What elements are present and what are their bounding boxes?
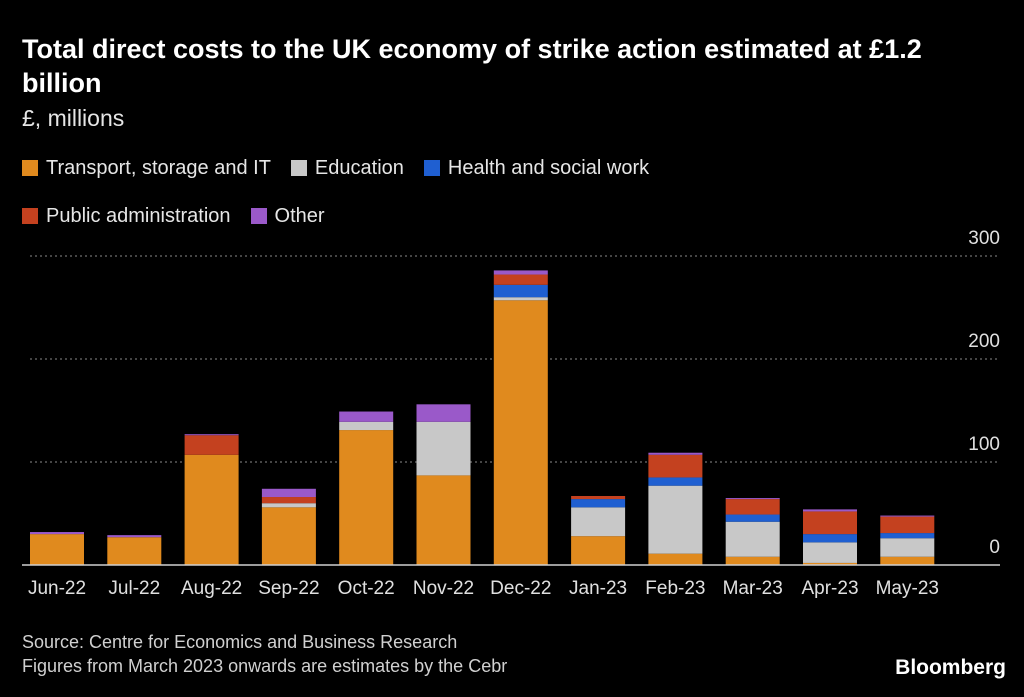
legend-item-education: Education [290,156,404,180]
y-tick-label-200: 200 [968,331,1000,352]
bar-segment-may-23-health-and-social-work [880,533,935,539]
bar-segment-apr-23-other [803,509,857,512]
legend-item-health: Health and social work [423,156,650,180]
legend-item-other: Other [250,204,325,228]
bar-segment-may-23-other [880,515,935,517]
chart-footer: Source: Centre for Economics and Busines… [22,630,507,678]
bar-segment-oct-22-education [339,421,394,431]
bar-segment-jan-23-education [571,507,626,537]
x-tick-label-jan-23: Jan-23 [569,578,627,599]
legend-swatch-health [423,160,440,176]
bar-segment-apr-23-education [803,542,857,563]
x-tick-label-jul-22: Jul-22 [108,578,160,599]
x-tick-label-jun-22: Jun-22 [28,578,86,599]
y-tick-label-300: 300 [968,228,1000,249]
bar-segment-may-23-transport-storage-and-it [880,556,935,565]
bar-segment-jan-23-transport-storage-and-it [571,536,626,565]
bar-segment-nov-22-other [416,404,471,422]
legend-label-public-admin: Public administration [46,204,231,227]
x-tick-label-dec-22: Dec-22 [490,578,551,599]
bar-segment-dec-22-transport-storage-and-it [493,300,548,565]
bar-segment-dec-22-education [493,297,548,301]
x-tick-label-aug-22: Aug-22 [181,578,242,599]
bar-segment-jun-22-transport-storage-and-it [30,534,84,565]
bar-segment-dec-22-public-administration [493,274,548,285]
legend-swatch-education [290,160,307,176]
x-tick-label-sep-22: Sep-22 [258,578,319,599]
bar-segment-aug-22-public-administration [184,435,239,455]
legend-label-health: Health and social work [447,156,650,179]
bar-segment-nov-22-education [416,421,471,476]
legend-swatch-public-admin [22,208,38,224]
chart-subtitle: £, millions [22,105,125,131]
legend-label-transport: Transport, storage and IT [46,156,271,179]
legend-swatch-transport [22,160,38,176]
x-tick-label-feb-23: Feb-23 [645,578,705,599]
bar-segment-jan-23-public-administration [571,495,626,500]
legend-label-education: Education [314,156,404,179]
bar-segment-apr-23-transport-storage-and-it [803,562,857,565]
bar-segment-apr-23-public-administration [803,511,857,535]
bar-segment-may-23-public-administration [880,516,935,534]
legend-label-other: Other [274,204,325,227]
bar-segment-mar-23-education [725,521,780,557]
bar-segment-mar-23-other [725,498,780,500]
legend: Transport, storage and IT Education Heal… [22,156,782,228]
bar-segment-sep-22-transport-storage-and-it [261,507,316,565]
bar-segment-aug-22-other [184,434,239,436]
x-tick-label-may-23: May-23 [876,578,939,599]
x-tick-label-oct-22: Oct-22 [338,578,395,599]
bar-segment-feb-23-transport-storage-and-it [648,553,703,565]
bar-segment-oct-22-other [339,411,394,422]
bar-segment-mar-23-health-and-social-work [725,514,780,522]
bar-segment-feb-23-health-and-social-work [648,477,703,486]
bar-segment-sep-22-public-administration [261,497,316,504]
bar-segment-aug-22-transport-storage-and-it [184,454,239,565]
bar-segment-may-23-education [880,538,935,557]
legend-swatch-other [250,208,267,224]
chart-title: Total direct costs to the UK economy of … [22,34,922,98]
bar-segment-sep-22-education [261,503,316,508]
bar-segment-feb-23-public-administration [648,454,703,478]
x-tick-label-nov-22: Nov-22 [413,578,474,599]
bar-segment-sep-22-other [261,488,316,498]
bar-segment-jun-22-other [30,532,84,535]
legend-item-public-admin: Public administration [22,204,231,228]
bar-segment-jul-22-other [107,535,162,538]
bar-segment-jul-22-transport-storage-and-it [107,537,162,565]
bar-segment-dec-22-health-and-social-work [493,284,548,298]
bloomberg-logo: Bloomberg [895,656,1006,679]
bar-segment-apr-23-health-and-social-work [803,534,857,543]
source-note: Source: Centre for Economics and Busines… [22,632,458,652]
bar-segment-dec-22-other [493,270,548,275]
bar-segment-nov-22-transport-storage-and-it [416,475,471,565]
x-tick-label-mar-23: Mar-23 [723,578,783,599]
legend-item-transport: Transport, storage and IT [22,156,271,180]
bar-segment-mar-23-public-administration [725,499,780,515]
bar-segment-mar-23-transport-storage-and-it [725,556,780,565]
y-tick-label-0: 0 [989,537,1000,558]
bar-segment-oct-22-transport-storage-and-it [339,430,394,565]
y-tick-label-100: 100 [968,434,1000,455]
bar-segment-feb-23-education [648,485,703,554]
bar-segment-jan-23-health-and-social-work [571,499,626,508]
bar-segment-feb-23-other [648,452,703,455]
x-tick-label-apr-23: Apr-23 [801,578,858,599]
estimate-note: Figures from March 2023 onwards are esti… [22,656,508,676]
